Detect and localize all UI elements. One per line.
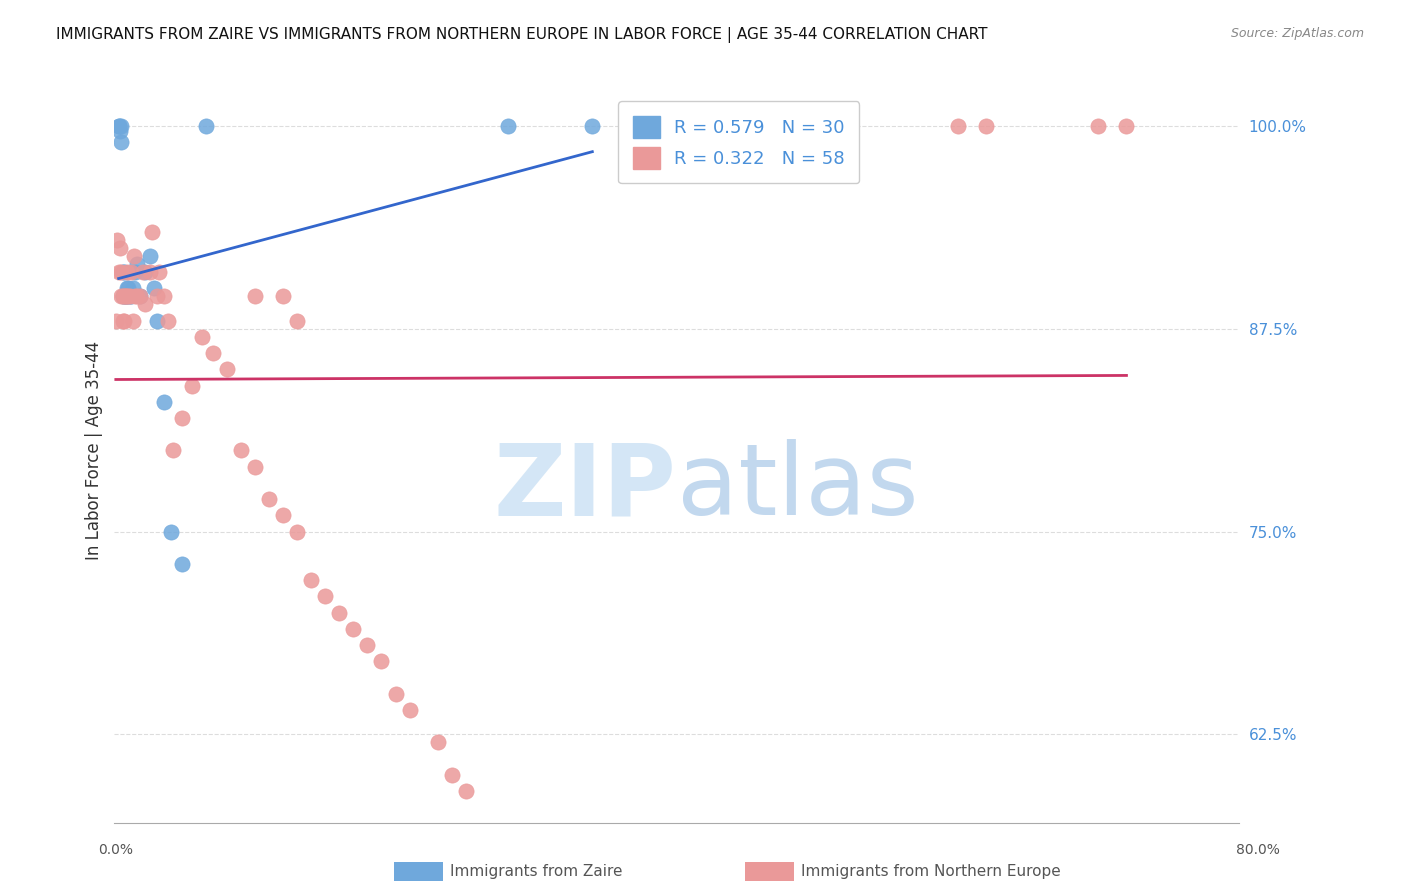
Point — [201, 346, 224, 360]
Point — [156, 314, 179, 328]
Point — [342, 622, 364, 636]
Point — [117, 289, 139, 303]
Point — [142, 281, 165, 295]
Point — [118, 289, 141, 303]
Point — [114, 289, 136, 303]
Point — [105, 233, 128, 247]
Point — [114, 289, 136, 303]
Point — [110, 289, 132, 303]
Point — [124, 265, 146, 279]
Point — [148, 265, 170, 279]
Y-axis label: In Labor Force | Age 35-44: In Labor Force | Age 35-44 — [86, 341, 103, 560]
Text: atlas: atlas — [676, 439, 918, 536]
Point — [1087, 119, 1109, 133]
Point — [120, 265, 142, 279]
Point — [299, 573, 322, 587]
Point — [145, 314, 167, 328]
Point — [1115, 119, 1137, 133]
Point — [243, 459, 266, 474]
Point — [111, 289, 134, 303]
Point — [124, 289, 146, 303]
Point — [112, 289, 135, 303]
Point — [118, 289, 141, 303]
Point — [111, 265, 134, 279]
Text: IMMIGRANTS FROM ZAIRE VS IMMIGRANTS FROM NORTHERN EUROPE IN LABOR FORCE | AGE 35: IMMIGRANTS FROM ZAIRE VS IMMIGRANTS FROM… — [56, 27, 988, 43]
Point — [117, 281, 139, 295]
Text: ZIP: ZIP — [494, 439, 676, 536]
Point — [111, 289, 134, 303]
Point — [271, 289, 294, 303]
Point — [108, 241, 131, 255]
Text: Immigrants from Northern Europe: Immigrants from Northern Europe — [801, 864, 1062, 879]
Point — [138, 265, 160, 279]
Point — [107, 265, 129, 279]
Point — [426, 735, 449, 749]
Point — [104, 314, 127, 328]
Point — [370, 654, 392, 668]
Point — [243, 289, 266, 303]
Point — [384, 687, 406, 701]
Point — [974, 119, 997, 133]
Point — [125, 289, 148, 303]
Point — [180, 378, 202, 392]
Point — [138, 249, 160, 263]
Point — [946, 119, 969, 133]
Point — [152, 394, 174, 409]
Point — [131, 265, 153, 279]
Point — [170, 557, 193, 571]
Point — [454, 784, 477, 798]
Point — [114, 289, 136, 303]
Point — [440, 768, 463, 782]
Point — [271, 508, 294, 523]
Point — [162, 443, 184, 458]
Point — [122, 249, 145, 263]
Point — [111, 314, 134, 328]
Point — [107, 119, 129, 133]
Point — [110, 119, 132, 133]
Point — [398, 703, 420, 717]
Point — [114, 289, 136, 303]
Point — [356, 638, 378, 652]
Point — [110, 136, 132, 150]
Point — [134, 297, 156, 311]
Point — [215, 362, 238, 376]
Point — [328, 606, 350, 620]
Point — [117, 289, 139, 303]
Point — [120, 289, 142, 303]
Point — [128, 289, 150, 303]
Point — [115, 265, 138, 279]
Point — [134, 265, 156, 279]
Point — [107, 119, 129, 133]
Point — [581, 119, 603, 133]
Point — [125, 257, 148, 271]
Point — [115, 281, 138, 295]
Text: 0.0%: 0.0% — [98, 843, 134, 857]
Point — [257, 492, 280, 507]
Point — [112, 289, 135, 303]
Point — [285, 314, 308, 328]
Text: 80.0%: 80.0% — [1236, 843, 1279, 857]
Point — [159, 524, 181, 539]
Text: Immigrants from Zaire: Immigrants from Zaire — [450, 864, 623, 879]
Point — [108, 124, 131, 138]
Point — [112, 265, 135, 279]
Point — [496, 119, 519, 133]
Legend: R = 0.579   N = 30, R = 0.322   N = 58: R = 0.579 N = 30, R = 0.322 N = 58 — [619, 102, 859, 184]
Point — [285, 524, 308, 539]
Point — [194, 119, 217, 133]
Point — [152, 289, 174, 303]
Point — [314, 590, 336, 604]
Point — [121, 281, 143, 295]
Point — [110, 265, 132, 279]
Point — [190, 330, 212, 344]
Point — [121, 314, 143, 328]
Point — [141, 225, 163, 239]
Point — [145, 289, 167, 303]
Text: Source: ZipAtlas.com: Source: ZipAtlas.com — [1230, 27, 1364, 40]
Point — [112, 314, 135, 328]
Point — [229, 443, 252, 458]
Point — [170, 411, 193, 425]
Point — [128, 289, 150, 303]
